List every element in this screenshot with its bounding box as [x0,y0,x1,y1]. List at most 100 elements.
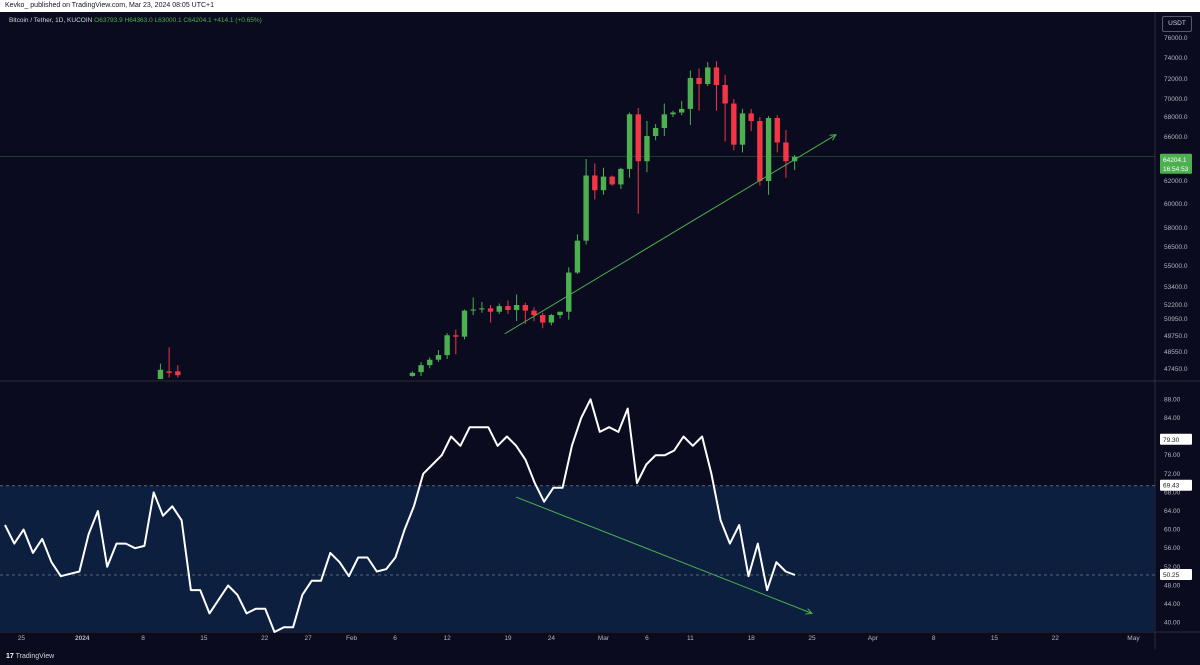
last-price-badge: 64204.1 [1163,157,1187,164]
candle-body [618,168,624,185]
oscillator-tick-label: 40.00 [1164,620,1181,627]
candle-body [626,114,633,169]
time-tick-label: 25 [808,635,816,642]
candle-body [175,371,181,376]
time-tick-label: Feb [346,635,358,642]
candle-body [774,118,780,143]
price-tick-label: 58000.0 [1164,225,1188,232]
candle-body [566,272,572,312]
price-tick-label: 48550.0 [1164,349,1188,356]
candle-body [609,176,615,185]
candle-body [453,335,459,337]
price-tick-label: 53400.0 [1164,284,1188,291]
oscillator-tick-label: 52.00 [1164,564,1181,571]
candle-body [592,175,598,191]
footer-brand[interactable]: TradingView [15,653,55,660]
oscillator-current-badge-box [1160,433,1192,445]
price-tick-label: 55000.0 [1164,263,1188,270]
time-tick-label: 19 [504,635,512,642]
oscillator-tick-label: 88.00 [1164,396,1181,403]
time-tick-label: 2024 [75,635,90,642]
time-tick-label: Mar [598,635,610,642]
candle-body [427,359,433,366]
oscillator-trendline-arrow [515,496,812,613]
candle-body [444,335,450,356]
candle-body [166,371,172,373]
time-tick-label: 15 [991,635,999,642]
candle-body [748,113,754,121]
candle-body [765,118,772,181]
publisher-text: Kevko_ published on TradingView.com, Mar… [5,2,215,9]
candle-body [557,311,563,316]
candle-body [705,67,711,84]
candle-body [487,308,494,312]
time-tick-label: May [1127,635,1140,642]
candle-body [418,365,424,373]
price-tick-label: 74000.0 [1164,55,1188,62]
oscillator-tick-label: 56.00 [1164,545,1181,552]
last-price-badge-box [1160,153,1192,174]
candle-body [505,306,511,311]
time-tick-label: 6 [645,635,649,642]
price-tick-label: 66000.0 [1164,134,1188,141]
upper-band-badge-box [1160,479,1192,491]
oscillator-tick-label: 64.00 [1164,508,1181,515]
candle-body [548,315,555,323]
price-tick-label: 56500.0 [1164,244,1188,251]
oscillator-line [4,398,796,633]
time-tick-label: 11 [687,635,694,642]
symbol-name: Bitcoin / Tether, 1D, KUCOIN [9,17,93,24]
candle-body [479,308,485,310]
candle-body [644,136,650,162]
price-tick-label: 52200.0 [1164,302,1188,309]
lower-band-badge: 50.25 [1163,572,1180,579]
tradingview-logo-icon[interactable]: 17 [6,653,14,660]
candle-body [157,369,164,380]
candle-body [531,310,537,316]
countdown-badge: 16:54:53 [1163,166,1189,173]
oscillator-tick-label: 72.00 [1164,471,1181,478]
time-tick-label: 24 [548,635,556,642]
oscillator-tick-label: 68.00 [1164,489,1181,496]
price-tick-label: 60000.0 [1164,201,1188,208]
oscillator-tick-label: 44.00 [1164,601,1181,608]
time-tick-label: 27 [305,635,313,642]
candle-body [731,103,737,145]
price-tick-label: 47450.0 [1164,366,1188,373]
time-tick-label: 8 [141,635,145,642]
candle-body [522,305,529,311]
price-tick-label: 68000.0 [1164,114,1188,121]
price-tick-label: 70000.0 [1164,96,1188,103]
footer: 17 TradingView [0,649,1200,665]
price-tick-label: 50950.0 [1164,316,1188,323]
ohlc-values: O63793.9 H64363.0 L63000.1 C64204.1 +414… [94,17,262,24]
candle-body [435,355,442,360]
oscillator-tick-label: 84.00 [1164,415,1181,422]
time-tick-label: 25 [18,635,26,642]
oscillator-band-fill [0,485,1155,632]
candle-body [687,77,694,109]
price-trendline-arrow [504,135,836,335]
time-tick-label: 18 [748,635,756,642]
candle-body [574,240,581,273]
candle-body [661,114,668,128]
time-tick-label: 6 [393,635,397,642]
price-tick-label: 72000.0 [1164,76,1188,83]
time-tick-label: 12 [444,635,452,642]
lower-band-badge-box [1160,568,1192,580]
candle-body [513,305,520,311]
time-tick-label: 15 [200,635,208,642]
oscillator-tick-label: 48.00 [1164,582,1181,589]
oscillator-current-badge: 79.30 [1163,437,1180,444]
candle-body [783,142,789,162]
chart-area[interactable]: 76000.074000.072000.070000.068000.066000… [0,12,1200,649]
candle-body [670,112,676,115]
currency-button[interactable]: USDT [1162,16,1192,32]
candle-body [739,113,746,145]
candle-body [678,108,685,113]
upper-band-badge: 69.43 [1163,483,1180,490]
candle-body [600,176,607,191]
time-tick-label: Apr [868,635,879,642]
candle-body [470,309,476,311]
price-tick-label: 76000.0 [1164,35,1188,42]
